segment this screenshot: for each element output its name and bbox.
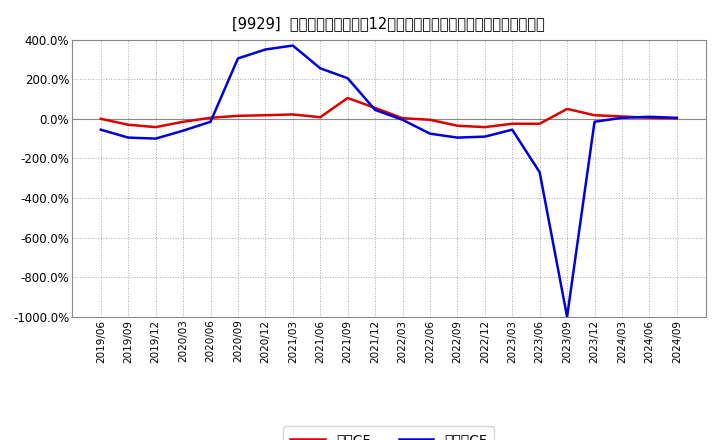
フリーCF (206, 119, 215, 125)
フリーCF (672, 115, 681, 121)
フリーCF (508, 127, 516, 132)
フリーCF (563, 314, 572, 319)
フリーCF (316, 66, 325, 71)
営業CF (151, 125, 160, 130)
フリーCF (618, 115, 626, 121)
営業CF (672, 116, 681, 121)
フリーCF (179, 128, 187, 133)
フリーCF (371, 107, 379, 113)
Line: フリーCF: フリーCF (101, 45, 677, 317)
フリーCF (645, 114, 654, 119)
営業CF (645, 115, 654, 121)
営業CF (590, 113, 599, 118)
営業CF (96, 116, 105, 121)
Line: 営業CF: 営業CF (101, 98, 677, 127)
フリーCF (233, 56, 242, 61)
フリーCF (151, 136, 160, 141)
営業CF (206, 115, 215, 121)
営業CF (343, 95, 352, 101)
営業CF (289, 112, 297, 117)
フリーCF (590, 119, 599, 125)
営業CF (453, 123, 462, 128)
フリーCF (289, 43, 297, 48)
Legend: 営業CF, フリーCF: 営業CF, フリーCF (284, 426, 494, 440)
営業CF (233, 113, 242, 118)
営業CF (480, 125, 489, 130)
営業CF (261, 113, 270, 118)
フリーCF (480, 134, 489, 139)
営業CF (179, 119, 187, 125)
フリーCF (124, 135, 132, 140)
フリーCF (343, 76, 352, 81)
フリーCF (536, 169, 544, 175)
営業CF (536, 121, 544, 126)
営業CF (398, 116, 407, 121)
Title: [9929]  キャッシュフローの12か月移動合計の対前年同期増減率の推移: [9929] キャッシュフローの12か月移動合計の対前年同期増減率の推移 (233, 16, 545, 32)
営業CF (124, 122, 132, 128)
営業CF (618, 114, 626, 119)
営業CF (563, 106, 572, 111)
フリーCF (453, 135, 462, 140)
フリーCF (261, 47, 270, 52)
フリーCF (398, 117, 407, 122)
営業CF (371, 105, 379, 110)
営業CF (508, 121, 516, 126)
フリーCF (96, 127, 105, 132)
営業CF (316, 114, 325, 120)
営業CF (426, 117, 434, 122)
フリーCF (426, 131, 434, 136)
